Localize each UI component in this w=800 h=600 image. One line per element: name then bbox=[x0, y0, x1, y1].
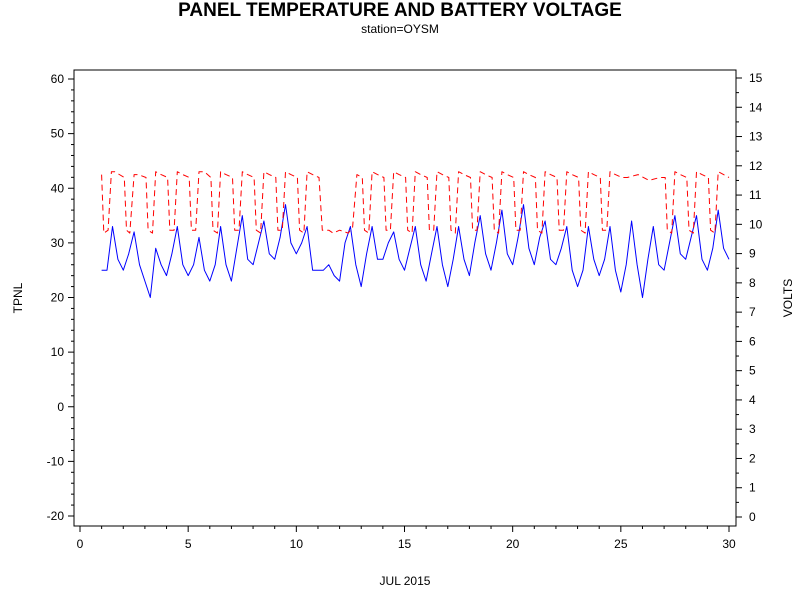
right-tick-label: 7 bbox=[749, 305, 756, 319]
left-tick-label: 0 bbox=[57, 400, 64, 414]
y-axis-label-right: VOLTS bbox=[781, 279, 795, 317]
right-tick-label: 3 bbox=[749, 422, 756, 436]
series-line-volts bbox=[101, 171, 730, 234]
left-tick-label: 50 bbox=[51, 127, 65, 141]
left-tick-label: -10 bbox=[47, 454, 65, 468]
x-tick-label: 0 bbox=[77, 537, 84, 551]
series-line-tpnl bbox=[101, 204, 730, 298]
right-tick-label: 4 bbox=[749, 393, 756, 407]
left-tick-label: 20 bbox=[51, 291, 65, 305]
right-tick-label: 0 bbox=[749, 510, 756, 524]
right-tick-label: 9 bbox=[749, 247, 756, 261]
plot-frame bbox=[73, 69, 737, 527]
right-tick-label: 8 bbox=[749, 276, 756, 290]
right-tick-label: 14 bbox=[749, 100, 763, 114]
left-tick-label: 10 bbox=[51, 345, 65, 359]
right-tick-label: 5 bbox=[749, 364, 756, 378]
right-tick-label: 12 bbox=[749, 159, 763, 173]
x-axis: 0 5 10 15 20 25 30 bbox=[77, 526, 736, 551]
x-tick-label: 20 bbox=[506, 537, 520, 551]
x-tick-label: 5 bbox=[185, 537, 192, 551]
right-tick-label: 6 bbox=[749, 334, 756, 348]
left-tick-label: 30 bbox=[51, 236, 65, 250]
left-tick-label: 40 bbox=[51, 181, 65, 195]
x-tick-label: 10 bbox=[290, 537, 304, 551]
series-layer bbox=[101, 171, 730, 298]
right-tick-label: 10 bbox=[749, 217, 763, 231]
x-tick-label: 25 bbox=[614, 537, 628, 551]
right-tick-label: 11 bbox=[749, 188, 762, 202]
right-tick-label: 15 bbox=[749, 71, 763, 85]
right-tick-label: 2 bbox=[749, 451, 756, 465]
left-tick-label: -20 bbox=[47, 509, 65, 523]
left-axis: -20 -10 0 10 20 30 40 50 60 bbox=[47, 72, 74, 523]
right-tick-label: 1 bbox=[749, 481, 756, 495]
chart-title: PANEL TEMPERATURE AND BATTERY VOLTAGE bbox=[178, 0, 622, 21]
y-axis-label-left: TPNL bbox=[11, 282, 25, 313]
x-tick-label: 15 bbox=[398, 537, 412, 551]
right-tick-label: 13 bbox=[749, 130, 763, 144]
chart-subtitle: station=OYSM bbox=[361, 22, 439, 36]
x-axis-label: JUL 2015 bbox=[380, 574, 431, 588]
left-tick-label: 60 bbox=[51, 72, 65, 86]
x-tick-label: 30 bbox=[722, 537, 736, 551]
